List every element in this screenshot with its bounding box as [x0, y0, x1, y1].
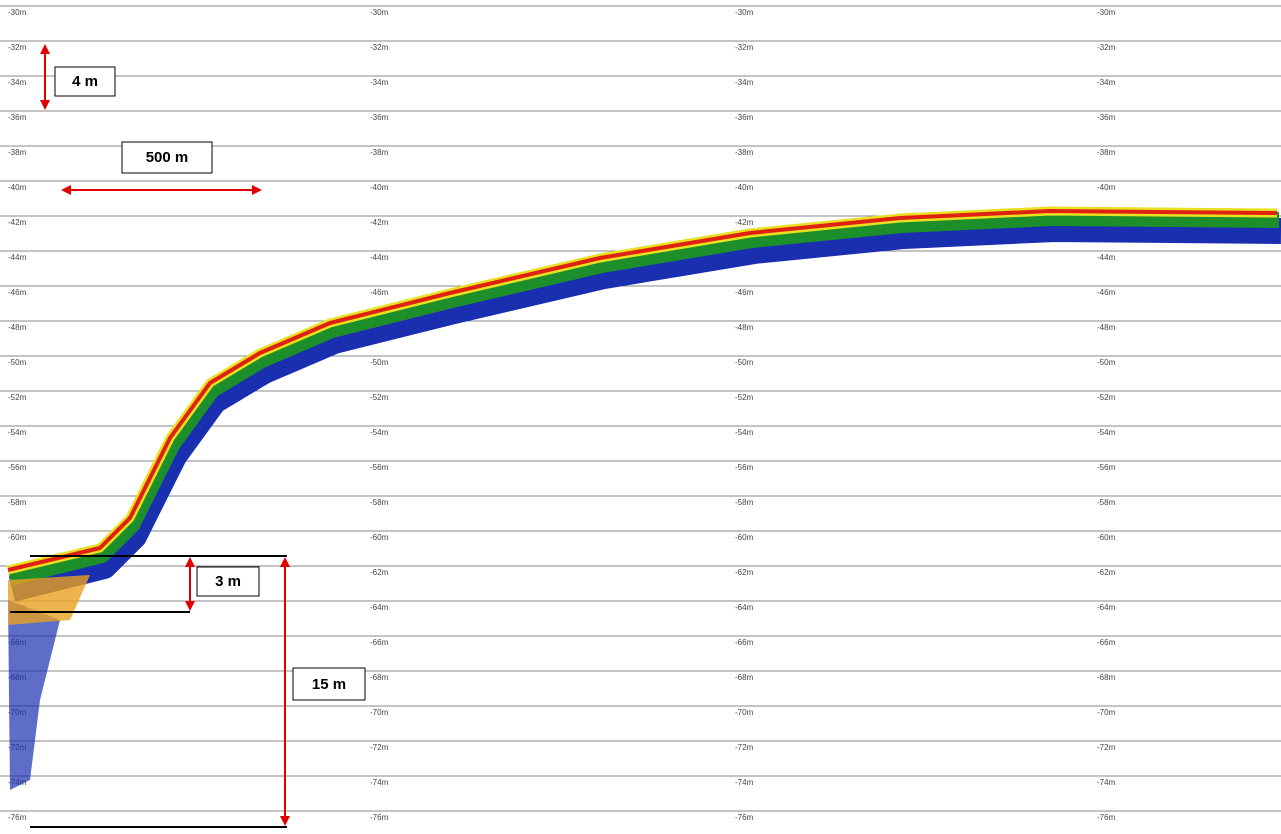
depth-label: -50m	[370, 358, 389, 367]
depth-label: -60m	[735, 533, 754, 542]
depth-label: -58m	[370, 498, 389, 507]
depth-label: -62m	[1097, 568, 1116, 577]
depth-label: -70m	[735, 708, 754, 717]
depth-label: -76m	[735, 813, 754, 822]
label-box	[121, 141, 213, 174]
depth-label: -64m	[735, 603, 754, 612]
depth-label: -54m	[1097, 428, 1116, 437]
depth-label: -58m	[735, 498, 754, 507]
depth-label: -42m	[370, 218, 389, 227]
depth-label: -72m	[1097, 743, 1116, 752]
depth-label: -58m	[1097, 498, 1116, 507]
label-box	[196, 566, 260, 597]
depth-label: -72m	[370, 743, 389, 752]
depth-label: -46m	[1097, 288, 1116, 297]
depth-label: -30m	[1097, 8, 1116, 17]
depth-label: -46m	[735, 288, 754, 297]
depth-label: -54m	[735, 428, 754, 437]
label-box	[54, 66, 116, 97]
depth-label: -64m	[1097, 603, 1116, 612]
depth-label: -30m	[735, 8, 754, 17]
depth-label: -32m	[370, 43, 389, 52]
depth-label: -50m	[1097, 358, 1116, 367]
depth-label: -40m	[8, 183, 27, 192]
depth-label: -32m	[8, 43, 27, 52]
depth-label: -50m	[735, 358, 754, 367]
bottom-echo	[6, 206, 1281, 790]
depth-label: -60m	[370, 533, 389, 542]
depth-label: -76m	[8, 813, 27, 822]
depth-label: -60m	[8, 533, 27, 542]
depth-label: -52m	[735, 393, 754, 402]
annotation: 3 m	[215, 573, 241, 590]
depth-label: -64m	[370, 603, 389, 612]
depth-label: -44m	[370, 253, 389, 262]
depth-label: -56m	[1097, 463, 1116, 472]
depth-label: -38m	[370, 148, 389, 157]
depth-label: -48m	[8, 323, 27, 332]
depth-label: -36m	[8, 113, 27, 122]
depth-label: -70m	[370, 708, 389, 717]
label-box	[292, 667, 366, 701]
depth-label: -70m	[1097, 708, 1116, 717]
depth-label: -42m	[735, 218, 754, 227]
depth-label: -42m	[8, 218, 27, 227]
depth-label: -66m	[370, 638, 389, 647]
depth-label: -74m	[735, 778, 754, 787]
depth-label: -68m	[1097, 673, 1116, 682]
depth-label: -34m	[735, 78, 754, 87]
depth-label: -36m	[735, 113, 754, 122]
depth-label: -52m	[370, 393, 389, 402]
depth-label: -54m	[8, 428, 27, 437]
depth-grid: -30m -30m -30m -30m -32m -32m -32m -32m -34m -34m…	[0, 5, 1281, 822]
annotation: 15 m	[312, 676, 346, 693]
depth-label: -54m	[370, 428, 389, 437]
depth-label: -34m	[370, 78, 389, 87]
depth-label: -30m	[370, 8, 389, 17]
depth-label: -48m	[1097, 323, 1116, 332]
depth-label: -38m	[735, 148, 754, 157]
depth-label: -30m	[8, 8, 27, 17]
depth-label: -76m	[370, 813, 389, 822]
depth-label: -50m	[8, 358, 27, 367]
depth-label: -36m	[1097, 113, 1116, 122]
depth-label: -74m	[370, 778, 389, 787]
depth-label: -62m	[370, 568, 389, 577]
depth-label: -46m	[8, 288, 27, 297]
annotation: 4 m	[72, 73, 98, 90]
depth-label: -60m	[1097, 533, 1116, 542]
depth-label: -46m	[370, 288, 389, 297]
depth-label: -34m	[1097, 78, 1116, 87]
annotation: 500 m	[146, 149, 189, 166]
depth-label: -52m	[8, 393, 27, 402]
depth-label: -40m	[1097, 183, 1116, 192]
depth-label: -40m	[370, 183, 389, 192]
depth-label: -72m	[735, 743, 754, 752]
depth-label: -58m	[8, 498, 27, 507]
depth-label: -68m	[735, 673, 754, 682]
depth-label: -36m	[370, 113, 389, 122]
depth-label: -56m	[8, 463, 27, 472]
depth-label: -66m	[1097, 638, 1116, 647]
depth-label: -62m	[735, 568, 754, 577]
depth-label: -68m	[370, 673, 389, 682]
depth-label: -74m	[1097, 778, 1116, 787]
depth-label: -38m	[8, 148, 27, 157]
depth-label: -56m	[370, 463, 389, 472]
depth-label: -48m	[735, 323, 754, 332]
depth-label: -32m	[735, 43, 754, 52]
depth-label: -44m	[1097, 253, 1116, 262]
annotations: 4 m 500 m 3 m 15 m	[10, 44, 366, 828]
depth-label: -44m	[8, 253, 27, 262]
depth-label: -34m	[8, 78, 27, 87]
depth-label: -40m	[735, 183, 754, 192]
depth-label: -32m	[1097, 43, 1116, 52]
depth-label: -76m	[1097, 813, 1116, 822]
depth-label: -66m	[735, 638, 754, 647]
depth-label: -38m	[1097, 148, 1116, 157]
depth-label: -52m	[1097, 393, 1116, 402]
depth-label: -56m	[735, 463, 754, 472]
